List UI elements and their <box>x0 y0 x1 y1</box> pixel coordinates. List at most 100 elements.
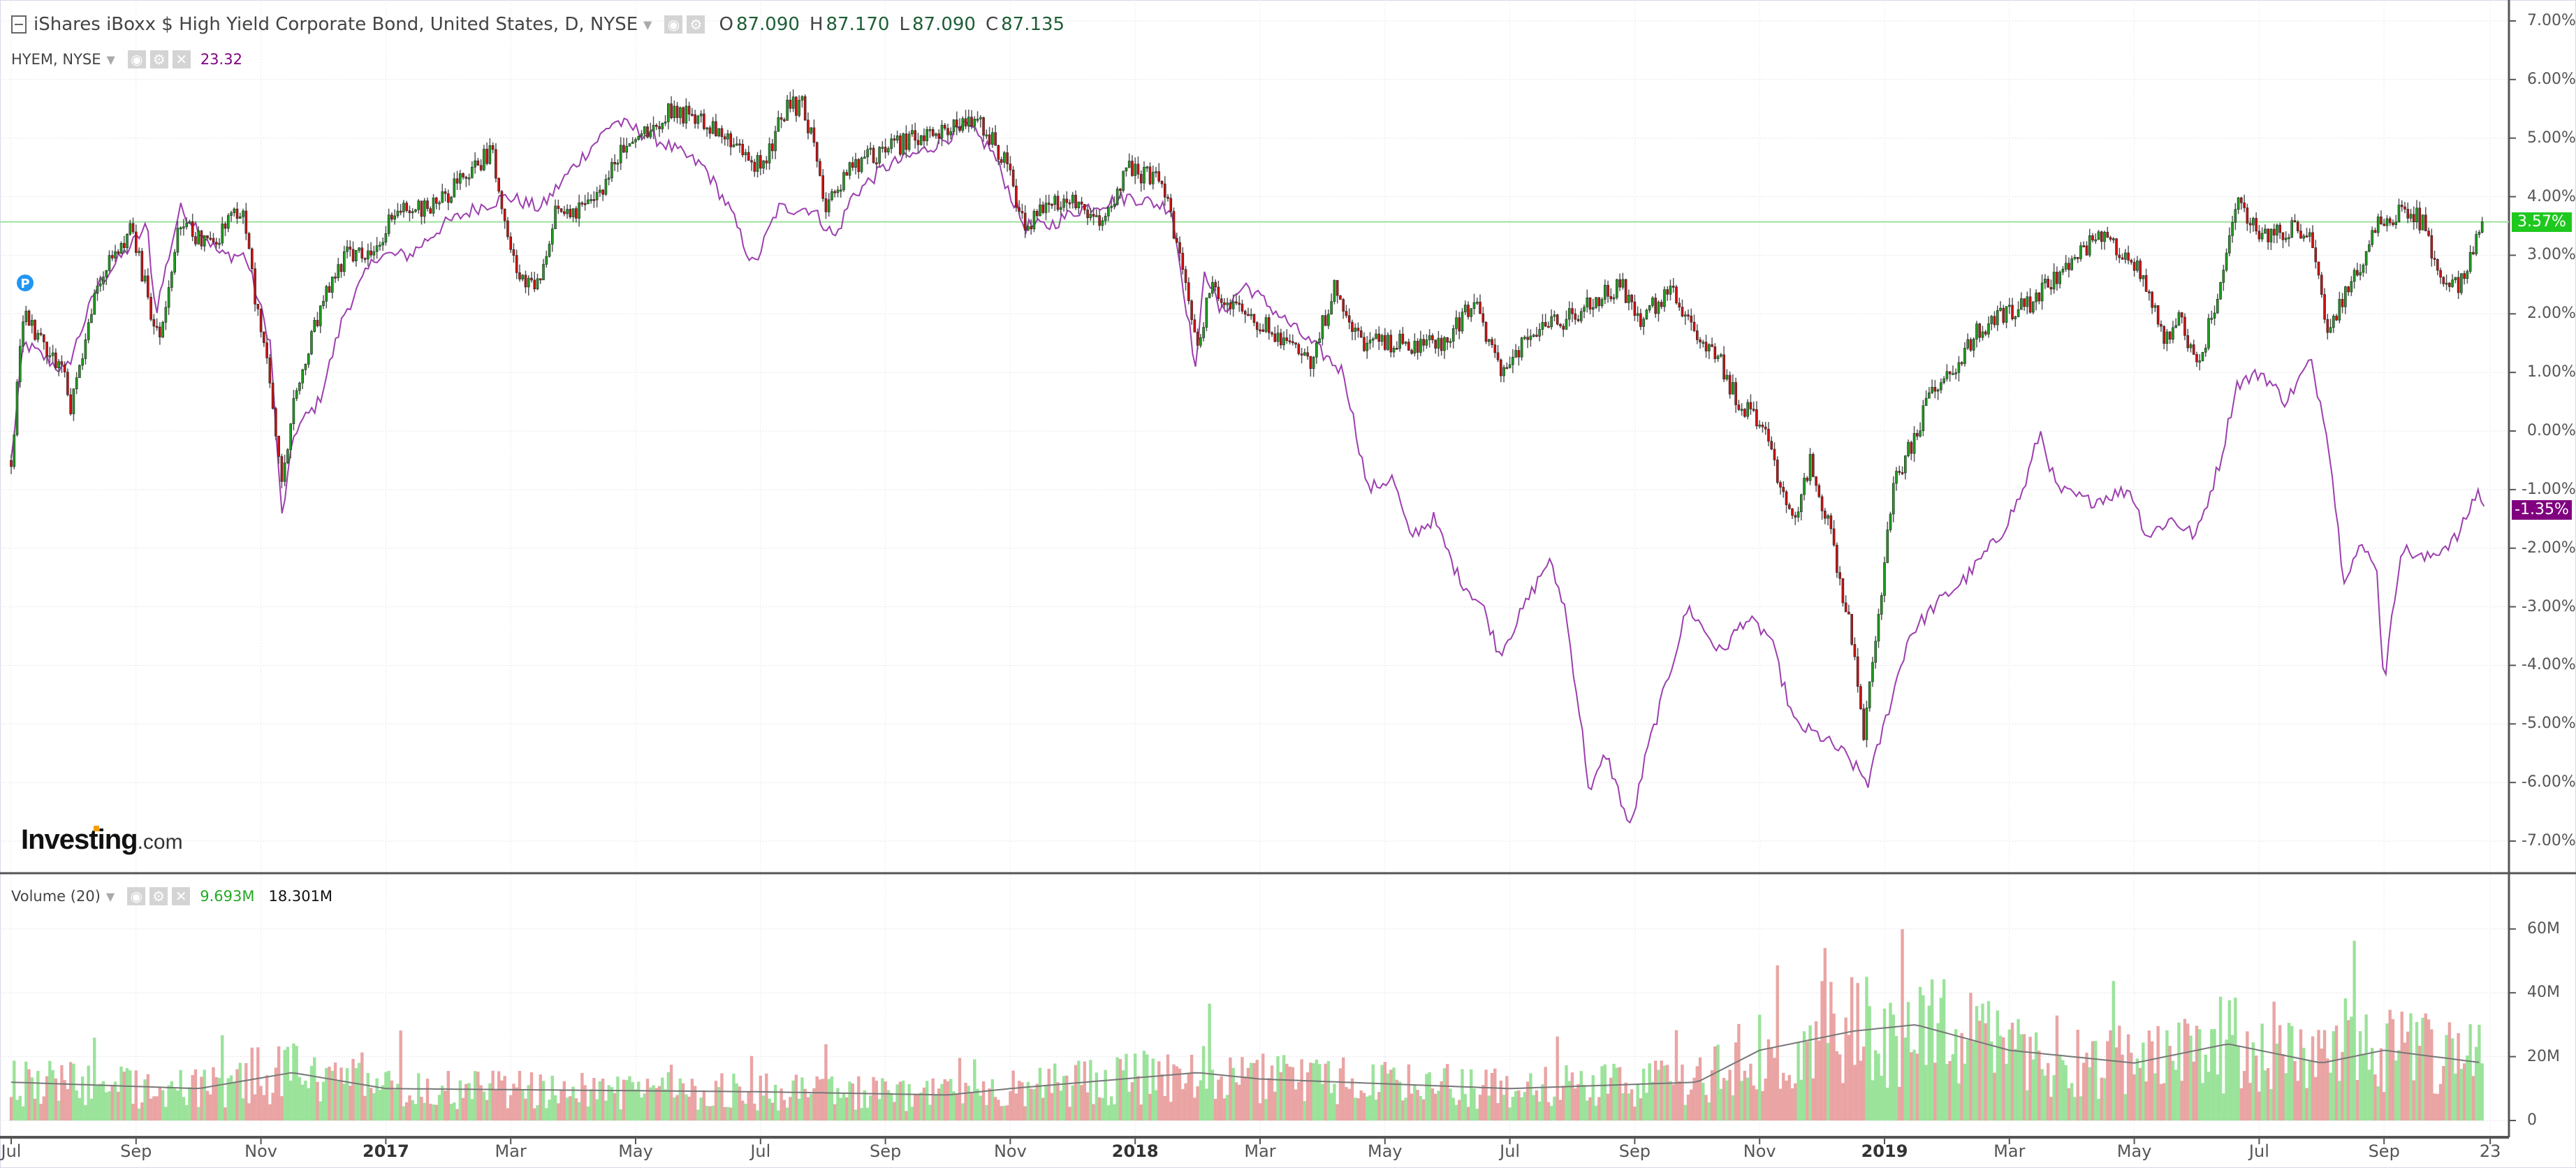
volume-bar-down <box>1766 1039 1771 1120</box>
collapse-icon[interactable] <box>11 15 27 34</box>
volume-bar-up <box>488 1083 492 1120</box>
volume-bar-down <box>1811 1078 1815 1120</box>
candle-up <box>2480 221 2484 233</box>
candle-up <box>1550 316 1553 328</box>
volume-bar-up <box>1205 1088 1208 1120</box>
dividend-marker-icon[interactable] <box>17 275 34 291</box>
volume-bar-down <box>782 1100 786 1120</box>
candle-up <box>2359 272 2362 276</box>
symbol-title[interactable]: iShares iBoxx $ High Yield Corporate Bon… <box>34 14 638 35</box>
volume-bar-down <box>1678 1081 1681 1120</box>
candle-up <box>827 199 830 212</box>
volume-bar-down <box>1178 1068 1182 1120</box>
volume-bar-up <box>2287 1023 2291 1120</box>
close-value: 87.135 <box>1001 14 1065 35</box>
candle-down <box>140 251 144 282</box>
candle-down <box>10 460 13 467</box>
gear-icon[interactable]: ⚙ <box>149 50 168 68</box>
volume-bar-up <box>625 1080 629 1120</box>
candle-down <box>256 304 260 309</box>
candle-down <box>1157 171 1161 182</box>
candle-up <box>1333 280 1336 302</box>
volume-bar-down <box>2266 1068 2270 1120</box>
volume-bar-up <box>13 1060 16 1120</box>
candle-up <box>2005 306 2008 323</box>
candle-down <box>2156 305 2160 325</box>
candle-down <box>462 173 464 177</box>
volume-bar-down <box>1193 1097 1196 1120</box>
volume-bar-up <box>836 1088 840 1120</box>
volume-bar-up <box>1868 1006 1871 1120</box>
candle-up <box>2216 298 2219 314</box>
volume-bar-down <box>2373 1074 2377 1120</box>
candle-down <box>2037 292 2041 302</box>
volume-label[interactable]: Volume (20) <box>11 888 101 905</box>
gear-icon[interactable]: ⚙ <box>687 15 705 34</box>
candle-down <box>1356 328 1360 331</box>
volume-bar-down <box>244 1063 248 1120</box>
close-icon[interactable]: ✕ <box>172 50 191 68</box>
volume-dropdown-icon[interactable]: ▼ <box>105 889 115 903</box>
close-icon[interactable]: ✕ <box>172 887 191 905</box>
volume-bar-down <box>1770 1047 1773 1120</box>
candle-down <box>2082 245 2086 247</box>
volume-bar-up <box>2135 1058 2139 1120</box>
candle-down <box>1030 226 1032 230</box>
hide-icon[interactable]: ◉ <box>664 15 683 34</box>
symbol-dropdown-icon[interactable]: ▼ <box>643 17 652 31</box>
candle-up <box>1945 371 1949 379</box>
candle-down <box>703 113 705 129</box>
volume-bar-up <box>1758 1014 1762 1120</box>
volume-bar-down <box>1000 1106 1003 1120</box>
candle-down <box>1410 350 1413 354</box>
volume-bar-down <box>1660 1060 1663 1120</box>
volume-bar-up <box>179 1070 182 1120</box>
volume-bar-up <box>1463 1094 1467 1120</box>
volume-bar-up <box>1449 1088 1452 1120</box>
volume-bar-down <box>2109 1030 2112 1120</box>
volume-bar-up <box>2031 1059 2035 1120</box>
volume-bar-down <box>1160 1074 1164 1120</box>
y-axis-label: 6.00% <box>2527 70 2576 88</box>
candle-up <box>1583 307 1586 312</box>
candle-down <box>152 319 156 327</box>
candle-up <box>1437 337 1440 349</box>
candle-down <box>2023 298 2026 307</box>
volume-bar-up <box>598 1081 602 1120</box>
volume-bar-down <box>250 1047 254 1120</box>
candle-up <box>1907 441 1910 456</box>
candle-up <box>830 191 833 200</box>
volume-bar-up <box>673 1097 676 1120</box>
candle-up <box>777 117 780 132</box>
volume-bar-down <box>509 1095 513 1120</box>
candle-down <box>2448 282 2451 287</box>
compare-dropdown-icon[interactable]: ▼ <box>106 52 115 66</box>
gear-icon[interactable]: ⚙ <box>149 887 168 905</box>
candle-up <box>2225 252 2228 270</box>
volume-bar-down <box>2427 1019 2431 1120</box>
candle-down <box>2272 228 2276 235</box>
candle-down <box>1223 302 1226 305</box>
candle-up <box>836 189 840 194</box>
volume-bar-up <box>973 1059 976 1120</box>
volume-bar-up <box>1366 1096 1369 1120</box>
volume-bar-up <box>2421 1017 2424 1120</box>
volume-bar-up <box>1957 1083 1961 1120</box>
candle-up <box>1796 511 1800 518</box>
candle-down <box>1309 356 1312 369</box>
candle-down <box>1139 174 1143 184</box>
candle-down <box>277 435 280 457</box>
candle-up <box>319 305 322 326</box>
candle-up <box>2397 205 2401 223</box>
volume-bar-down <box>2406 1031 2410 1120</box>
hide-icon[interactable]: ◉ <box>127 50 146 68</box>
volume-bar-up <box>321 1081 325 1120</box>
candle-down <box>408 210 411 214</box>
compare-symbol[interactable]: HYEM, NYSE <box>11 51 101 68</box>
candle-down <box>2091 235 2094 241</box>
candle-up <box>2362 265 2365 273</box>
volume-bar-up <box>1939 998 1943 1120</box>
hide-icon[interactable]: ◉ <box>127 887 146 905</box>
volume-bar-down <box>2379 1048 2383 1120</box>
